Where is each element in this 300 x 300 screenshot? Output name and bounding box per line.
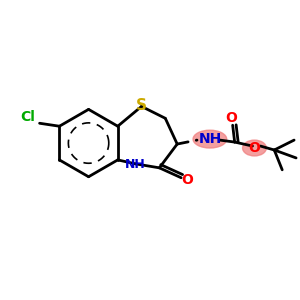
Text: O: O	[226, 111, 238, 125]
Text: NH: NH	[198, 132, 221, 146]
Text: S: S	[136, 98, 147, 113]
Text: O: O	[181, 173, 193, 187]
Ellipse shape	[193, 130, 227, 148]
Text: Cl: Cl	[20, 110, 35, 124]
Text: NH: NH	[125, 158, 146, 171]
Text: O: O	[248, 141, 260, 155]
Ellipse shape	[243, 140, 266, 156]
